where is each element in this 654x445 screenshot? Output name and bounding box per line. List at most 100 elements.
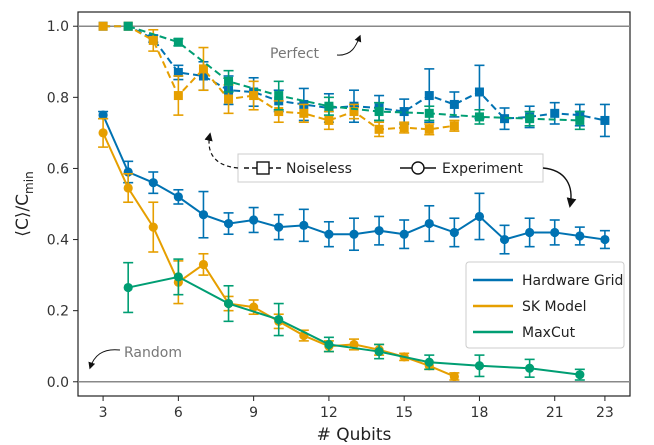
sk-model-noiseless-point: [173, 91, 183, 101]
maxcut-noiseless-line: [127, 25, 580, 122]
style-legend: Noiseless Experiment: [237, 153, 544, 183]
maxcut-noiseless-point: [474, 112, 484, 122]
maxcut-noiseless-point: [224, 76, 234, 86]
experiment-pointer-arrow: [542, 167, 577, 208]
hardware-grid-noiseless-point: [424, 91, 434, 101]
hardware-grid-experiment-point: [474, 211, 485, 222]
sk-model-noiseless-point: [274, 107, 284, 117]
sk-model-experiment-point: [249, 302, 259, 312]
sk-model-noiseless-point: [299, 108, 309, 118]
sk-model-noiseless-series: [98, 21, 460, 138]
sk-model-noiseless-point: [98, 21, 108, 31]
noiseless-pointer-arrow: [204, 132, 239, 169]
hardware-grid-noiseless-point: [474, 87, 484, 97]
hardware-grid-noiseless-point: [500, 114, 510, 124]
sk-model-noiseless-point: [249, 91, 259, 101]
perfect-arrow: [336, 34, 362, 56]
hardware-grid-experiment-point: [600, 234, 610, 245]
hardware-grid-experiment-point: [198, 210, 209, 220]
maxcut-experiment-point: [223, 298, 234, 309]
maxcut-experiment-point: [173, 272, 183, 282]
maxcut-noiseless-series: [123, 21, 585, 131]
y-tick-label: 0.6: [47, 161, 69, 177]
series-legend-items: Hardware Grid SK Model MaxCut: [473, 273, 623, 341]
noiseless-legend-marker: [256, 161, 270, 175]
sk-model-experiment-point: [123, 183, 133, 193]
maxcut-experiment-series: [123, 258, 585, 381]
legend-label-sk-model: SK Model: [522, 299, 587, 315]
x-axis: 3 6 9 12 15 18 21 23: [99, 396, 614, 421]
maxcut-experiment-point: [374, 346, 384, 357]
x-tick-label: 23: [596, 405, 614, 421]
y-axis-title-main: ⟨C⟩/C: [13, 194, 33, 237]
hardware-grid-experiment-point: [299, 220, 309, 230]
y-tick-label: 0.2: [47, 304, 69, 320]
sk-model-noiseless-point: [449, 121, 459, 131]
plot-frame: [77, 11, 631, 397]
sk-model-noiseless-point: [324, 115, 334, 125]
hardware-grid-experiment-point: [374, 226, 384, 236]
sk-model-noiseless-point: [399, 123, 409, 133]
maxcut-experiment-line: [127, 275, 580, 376]
sk-model-experiment-point: [198, 259, 209, 270]
style-legend-box: [237, 153, 544, 183]
y-axis: 0.0 0.2 0.4 0.6 0.8 1.0: [47, 19, 78, 391]
maxcut-noiseless-point: [274, 91, 284, 101]
hardware-grid-experiment-point: [525, 227, 535, 238]
hardware-grid-noiseless-point: [600, 115, 610, 125]
maxcut-noiseless-point: [575, 115, 585, 125]
maxcut-noiseless-point: [525, 114, 535, 124]
maxcut-experiment-point: [525, 363, 535, 373]
maxcut-noiseless-point: [173, 37, 183, 47]
y-axis-title-subscript: min: [22, 171, 36, 194]
y-axis-title: ⟨C⟩/Cmin: [13, 171, 36, 236]
sk-model-experiment-point: [98, 128, 108, 138]
hardware-grid-experiment-series: [98, 110, 610, 255]
perfect-annotation: Perfect: [270, 34, 362, 62]
x-tick-label: 9: [249, 405, 258, 421]
x-tick-label: 15: [395, 405, 413, 421]
y-tick-label: 1.0: [47, 19, 69, 35]
noiseless-legend-label: Noiseless: [286, 161, 352, 177]
maxcut-experiment-point: [123, 282, 133, 293]
sk-model-noiseless-point: [148, 35, 158, 45]
hardware-grid-experiment-point: [424, 218, 434, 229]
maxcut-experiment-point: [274, 314, 284, 325]
sk-model-experiment-point: [148, 222, 158, 232]
maxcut-experiment-point: [424, 357, 434, 367]
legend-label-maxcut: MaxCut: [522, 325, 576, 341]
sk-model-noiseless-point: [224, 94, 234, 104]
random-annotation: Random: [88, 345, 182, 370]
reference-lines: [78, 25, 630, 383]
maxcut-experiment-point: [474, 361, 485, 371]
hardware-grid-experiment-point: [575, 231, 585, 241]
experiment-legend-label: Experiment: [442, 161, 523, 177]
hardware-grid-experiment-point: [274, 222, 284, 232]
x-tick-label: 18: [471, 405, 489, 421]
x-tick-label: 12: [320, 405, 338, 421]
hardware-grid-noiseless-point: [449, 99, 459, 109]
hardware-grid-noiseless-point: [550, 108, 560, 118]
hardware-grid-experiment-point: [223, 218, 234, 229]
hardware-grid-experiment-point: [324, 229, 334, 239]
maxcut-noiseless-point: [424, 108, 434, 118]
maxcut-noiseless-point: [374, 107, 384, 117]
hardware-grid-experiment-point: [449, 227, 459, 238]
x-tick-label: 3: [99, 405, 108, 421]
sk-model-noiseless-point: [349, 107, 359, 117]
hardware-grid-experiment-point: [148, 178, 158, 188]
series-legend: Hardware Grid SK Model MaxCut: [465, 261, 625, 349]
hardware-grid-experiment-point: [249, 215, 259, 225]
y-tick-label: 0.4: [47, 233, 69, 249]
y-tick-label: 0.0: [47, 375, 69, 391]
sk-model-noiseless-point: [424, 124, 434, 134]
hardware-grid-experiment-point: [399, 229, 409, 239]
hardware-grid-experiment-point: [349, 229, 359, 239]
x-axis-title: # Qubits: [317, 425, 392, 445]
maxcut-noiseless-point: [324, 101, 334, 111]
maxcut-experiment-point: [575, 370, 585, 380]
hardware-grid-experiment-point: [98, 110, 108, 120]
x-tick-label: 6: [174, 405, 183, 421]
perfect-label: Perfect: [270, 46, 320, 62]
